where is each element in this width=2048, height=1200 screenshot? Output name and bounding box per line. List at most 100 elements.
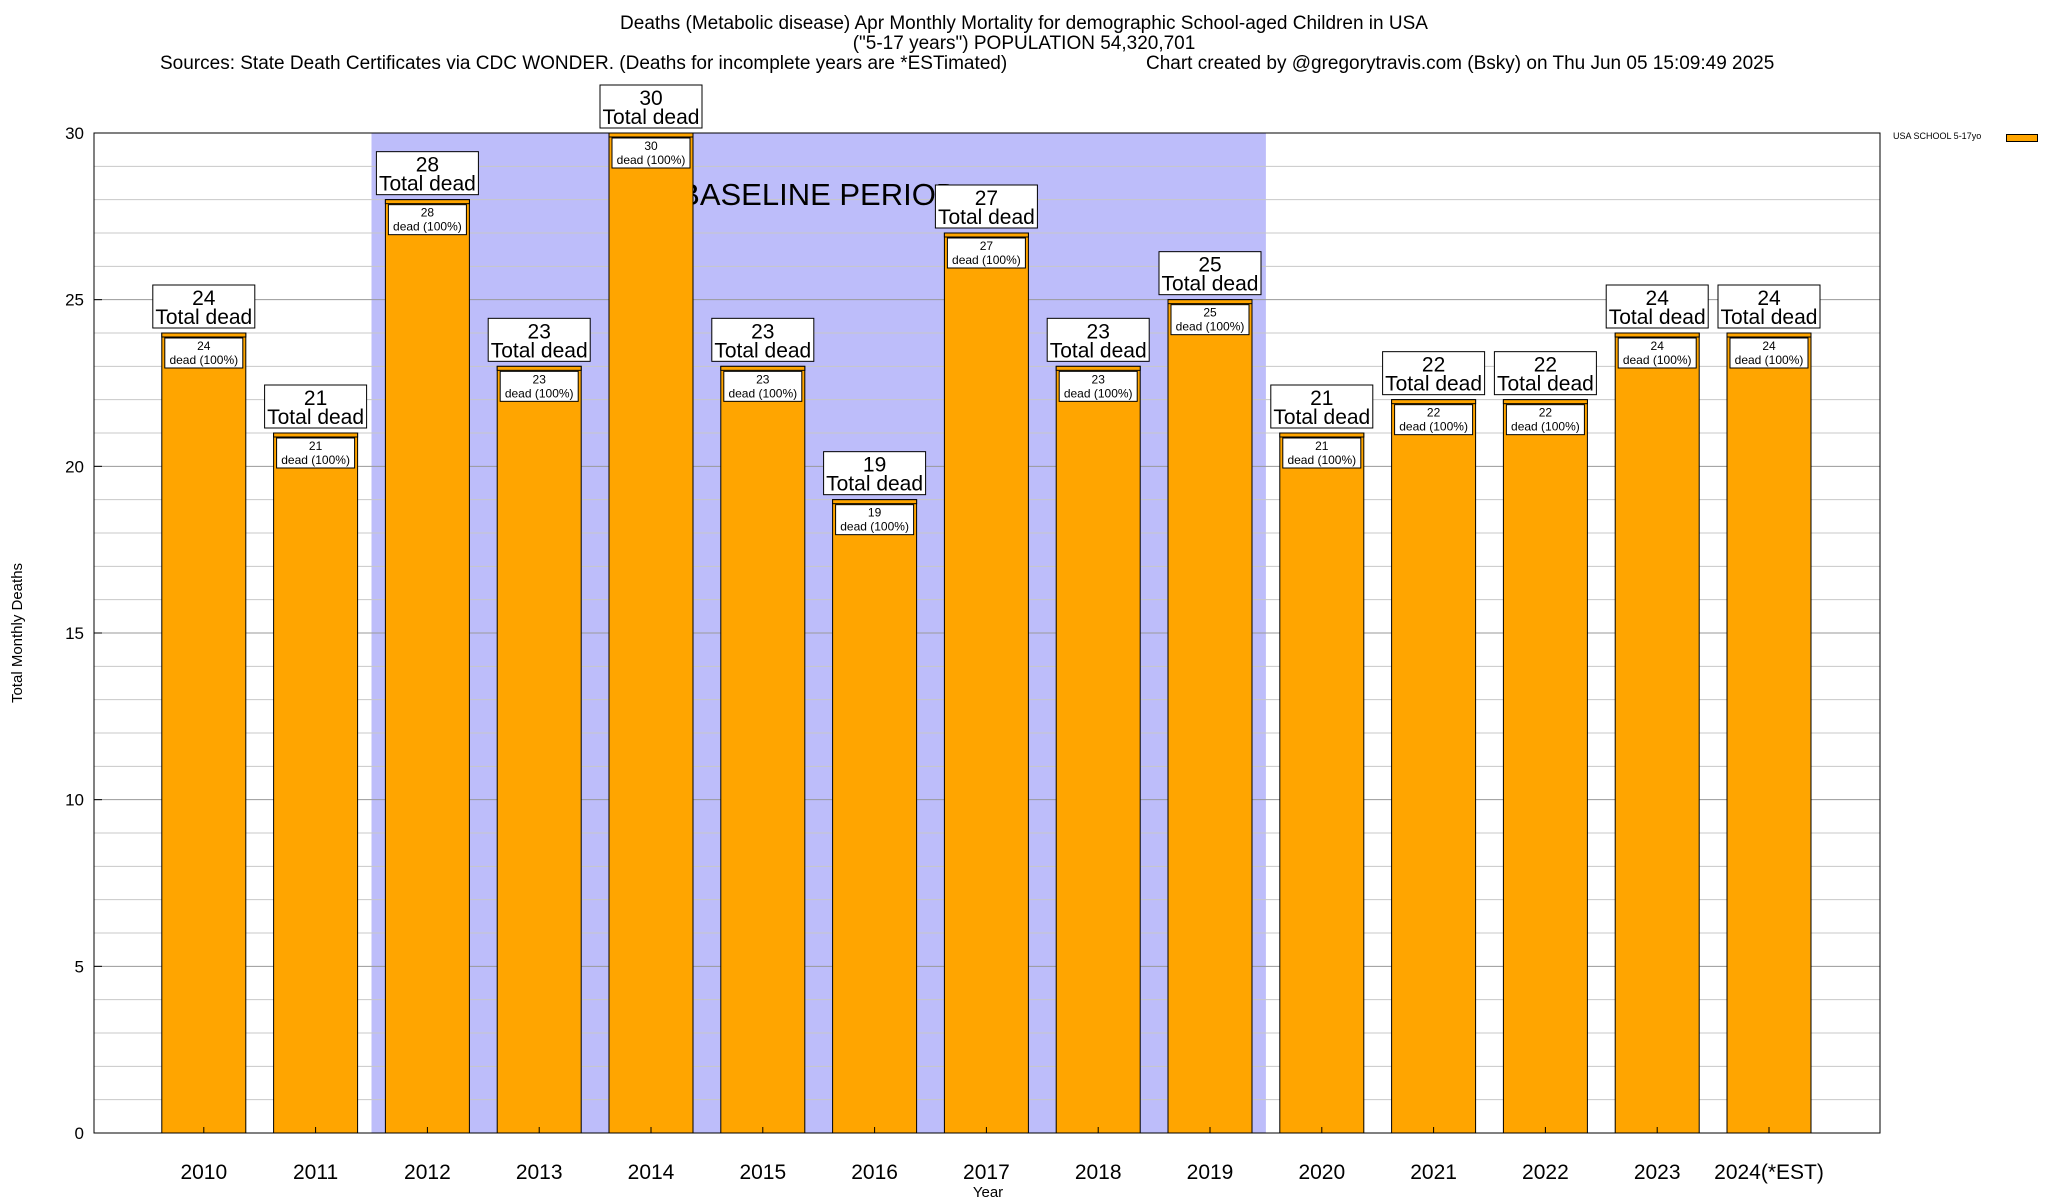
bar: [1279, 432, 1365, 1134]
bar-inner-value: 28: [421, 206, 435, 220]
bar-top-label-box: [1382, 351, 1486, 396]
bar-inner-label: dead (100%): [1735, 353, 1804, 367]
bar-inner-value: 24: [197, 339, 211, 353]
bar-inner-value: 21: [309, 439, 323, 453]
y-axis-label: Total Monthly Deaths: [9, 563, 26, 703]
bar-inner-label-box: [1058, 370, 1138, 402]
bar-top-label-box: [1046, 317, 1150, 362]
bar-cap: [161, 332, 247, 338]
bar-cap: [720, 365, 806, 371]
bar-cap: [1391, 399, 1477, 405]
bar-top-label: Total dead: [1497, 373, 1594, 396]
bar-top-value: 22: [1534, 354, 1557, 377]
bar-top-value: 21: [1310, 387, 1333, 410]
bar: [161, 332, 247, 1134]
bar-top-value: 25: [1198, 254, 1221, 277]
bar-inner-label: dead (100%): [617, 153, 686, 167]
bar-inner-label-box: [1505, 404, 1585, 436]
y-tick-label: 25: [65, 291, 84, 310]
y-tick-label: 30: [65, 124, 84, 143]
bar-top-label-box: [599, 84, 703, 129]
bar: [1167, 299, 1253, 1134]
bar-top-label: Total dead: [1273, 406, 1370, 429]
x-tick-label: 2020: [1298, 1161, 1345, 1184]
bar-inner-label-box: [723, 370, 803, 402]
bar-inner-label-box: [1729, 337, 1809, 369]
bar-top-value: 24: [1646, 287, 1670, 310]
bar-inner-label: dead (100%): [1399, 420, 1468, 434]
bar-top-label: Total dead: [1609, 306, 1706, 329]
bar-inner-value: 19: [868, 506, 882, 520]
bar-inner-label: dead (100%): [169, 353, 238, 367]
x-tick-label: 2022: [1522, 1161, 1569, 1184]
chart-credit: Chart created by @gregorytravis.com (Bsk…: [1146, 53, 1775, 74]
bar-inner-value: 23: [756, 372, 770, 386]
bar-top-value: 24: [1757, 287, 1781, 310]
bar-inner-value: 21: [1315, 439, 1329, 453]
bar-top-label: Total dead: [938, 206, 1035, 229]
x-tick-label: 2018: [1075, 1161, 1122, 1184]
bar-cap: [943, 232, 1029, 238]
bar-top-label: Total dead: [1050, 339, 1147, 362]
bar-cap: [1167, 299, 1253, 305]
bar: [496, 365, 582, 1134]
bar-top-value: 30: [639, 87, 662, 110]
bar-top-label-box: [934, 184, 1038, 229]
bar-top-label: Total dead: [267, 406, 364, 429]
bar-top-label: Total dead: [1162, 273, 1259, 296]
bar-cap: [1502, 399, 1588, 405]
bar-inner-label: dead (100%): [1064, 386, 1133, 400]
bar-cap: [1614, 332, 1700, 338]
bar-cap: [384, 199, 470, 205]
x-tick-label: 2013: [516, 1161, 563, 1184]
bar-inner-label: dead (100%): [393, 220, 462, 234]
bar: [1614, 332, 1700, 1134]
bar-inner-label-box: [499, 370, 579, 402]
bar-inner-label: dead (100%): [505, 386, 574, 400]
bar: [1391, 399, 1477, 1134]
x-tick-label: 2010: [180, 1161, 227, 1184]
y-tick-label: 5: [75, 957, 84, 976]
bar-inner-label-box: [1282, 437, 1362, 469]
bar-cap: [832, 499, 918, 505]
bar-inner-label: dead (100%): [1287, 453, 1356, 467]
bar: [832, 499, 918, 1134]
bar-cap: [273, 432, 359, 438]
bar-inner-value: 22: [1539, 406, 1553, 420]
bar-cap: [1726, 332, 1812, 338]
bar-top-label-box: [1605, 284, 1709, 329]
bar-top-value: 23: [1087, 320, 1110, 343]
y-tick-label: 10: [65, 791, 84, 810]
bar-top-label-box: [711, 317, 815, 362]
bar-top-label-box: [1493, 351, 1597, 396]
x-tick-label: 2019: [1187, 1161, 1234, 1184]
bar-top-label: Total dead: [379, 173, 476, 196]
bar: [1055, 365, 1141, 1134]
x-tick-label: 2016: [851, 1161, 898, 1184]
baseline-label: BASELINE PERIOD: [679, 177, 958, 212]
chart-sources: Sources: State Death Certificates via CD…: [160, 53, 1008, 74]
y-tick-label: 20: [65, 457, 84, 476]
bar-top-label-box: [487, 317, 591, 362]
bar-cap: [608, 132, 694, 138]
bar-inner-label-box: [276, 437, 356, 469]
bar-top-label: Total dead: [155, 306, 252, 329]
bar: [943, 232, 1029, 1134]
chart-title: Deaths (Metabolic disease) Apr Monthly M…: [620, 13, 1428, 34]
bar-inner-label: dead (100%): [1511, 420, 1580, 434]
bar-top-value: 23: [528, 320, 551, 343]
bar-top-label-box: [375, 151, 479, 196]
bar-inner-label-box: [946, 237, 1026, 269]
x-tick-label: 2015: [739, 1161, 786, 1184]
bar-inner-label: dead (100%): [281, 453, 350, 467]
legend-label: USA SCHOOL 5-17yo: [1893, 131, 1982, 141]
bar-inner-label-box: [1394, 404, 1474, 436]
bar-top-value: 27: [975, 187, 998, 210]
bar-top-label-box: [152, 284, 256, 329]
bar: [384, 199, 470, 1134]
bar: [720, 365, 806, 1134]
bar-inner-label: dead (100%): [952, 253, 1021, 267]
bar-top-value: 23: [751, 320, 774, 343]
bar-top-label: Total dead: [603, 106, 700, 129]
